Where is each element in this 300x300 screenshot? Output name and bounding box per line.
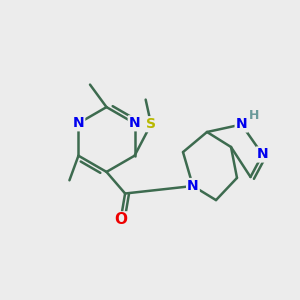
Text: N: N	[187, 179, 199, 193]
Text: H: H	[249, 109, 259, 122]
Text: S: S	[146, 117, 156, 131]
Text: O: O	[114, 212, 127, 227]
Text: N: N	[129, 116, 140, 130]
Text: N: N	[73, 116, 84, 130]
Text: N: N	[236, 118, 247, 131]
Text: N: N	[257, 148, 268, 161]
